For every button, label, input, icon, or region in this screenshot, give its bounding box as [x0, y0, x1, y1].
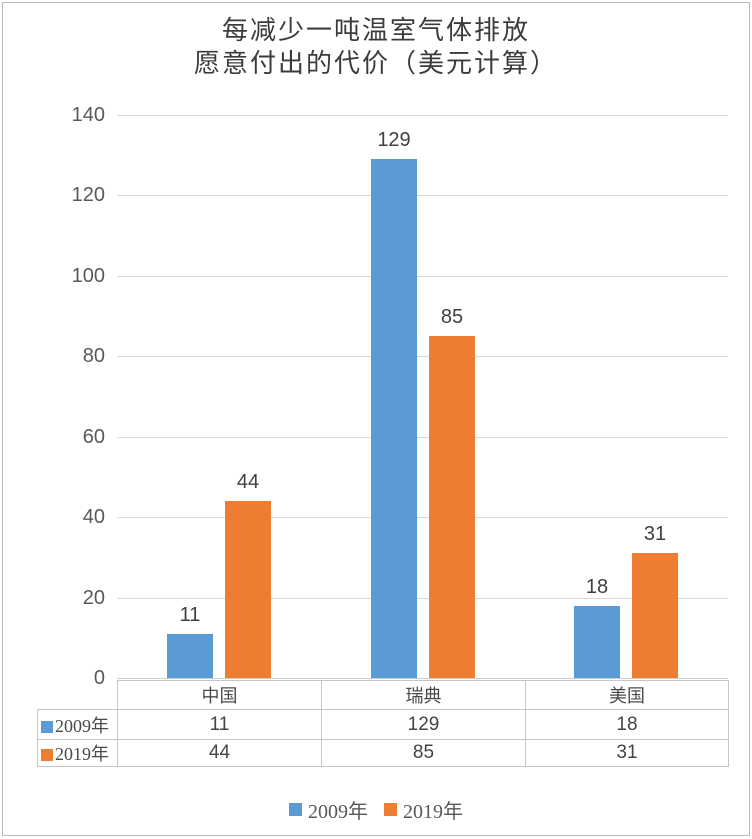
- table-row-2009年: 2009年 11 129 18: [37, 709, 729, 740]
- table-cell-2009年-美国: 18: [525, 709, 729, 740]
- table-cell-2019年-瑞典: 85: [321, 739, 526, 767]
- table-column-header-美国: 美国: [525, 680, 729, 710]
- data-label-2009年-美国: 18: [585, 576, 609, 598]
- gridline-y-0: [117, 678, 728, 679]
- table-cell-2009年-瑞典: 129: [321, 709, 526, 740]
- bar-2009年-中国: [167, 634, 213, 678]
- bar-2009年-瑞典: [371, 159, 417, 678]
- table-row-key: 2009年: [37, 709, 118, 740]
- data-label-2019年-美国: 31: [643, 523, 667, 545]
- table-row-2019年: 2019年 44 85 31: [37, 739, 729, 767]
- gridline-y-40: [117, 517, 728, 518]
- y-tick-label-20: 20: [82, 586, 105, 609]
- y-tick-label-80: 80: [82, 345, 105, 368]
- y-tick-label-0: 0: [93, 667, 105, 689]
- series-swatch-icon: [41, 720, 53, 733]
- y-tick-label-140: 140: [71, 104, 105, 126]
- chart-title: 每减少一吨温室气体排放 愿意付出的代价（美元计算）: [0, 14, 752, 80]
- chart-title-line-2: 愿意付出的代价（美元计算）: [193, 49, 558, 78]
- table-column-header-中国: 中国: [117, 680, 322, 710]
- legend-label: 2009年: [308, 801, 368, 823]
- data-label-2009年-瑞典: 129: [377, 129, 411, 151]
- bar-2019年-中国: [225, 501, 271, 678]
- y-tick-label-120: 120: [71, 184, 105, 207]
- y-tick-label-100: 100: [71, 264, 105, 287]
- bar-2019年-美国: [632, 553, 678, 678]
- y-axis: 0 20 40 60 80 100 120 140: [0, 105, 105, 688]
- legend-label: 2019年: [403, 801, 463, 823]
- plot-area: 11 44 129 85 18 31: [117, 115, 728, 679]
- series-swatch-icon: [41, 749, 53, 761]
- data-label-2019年-瑞典: 85: [440, 306, 464, 328]
- gridline-y-140: [117, 115, 728, 116]
- y-tick-label-40: 40: [82, 506, 105, 529]
- legend-swatch-icon: [289, 803, 302, 816]
- bar-2009年-美国: [574, 606, 620, 678]
- bar-2019年-瑞典: [429, 336, 475, 678]
- gridline-y-20: [117, 598, 728, 599]
- data-label-2009年-中国: 11: [179, 604, 201, 626]
- table-corner-cell: [38, 681, 118, 710]
- y-tick-label-60: 60: [82, 425, 105, 448]
- table-cell-2019年-中国: 44: [117, 739, 322, 767]
- legend-item-2009年: 2009年: [289, 795, 368, 824]
- table-row-key: 2019年: [37, 739, 118, 767]
- table-cell-2019年-美国: 31: [525, 739, 729, 767]
- gridline-y-120: [117, 195, 728, 196]
- data-table: 中国 瑞典 美国 2009年 11 129 18 2019年 44 85 31: [37, 680, 729, 767]
- data-label-2019年-中国: 44: [236, 471, 260, 493]
- chart-title-line-1: 每减少一吨温室气体排放: [221, 16, 530, 45]
- legend-item-2019年: 2019年: [384, 795, 463, 824]
- table-header-row: 中国 瑞典 美国: [38, 680, 729, 710]
- gridline-y-80: [117, 356, 728, 357]
- legend-swatch-icon: [384, 803, 397, 816]
- gridline-y-60: [117, 437, 728, 438]
- legend: 2009年 2019年: [0, 795, 752, 824]
- gridline-y-100: [117, 276, 728, 277]
- table-column-header-瑞典: 瑞典: [321, 680, 526, 710]
- table-cell-2009年-中国: 11: [117, 709, 322, 740]
